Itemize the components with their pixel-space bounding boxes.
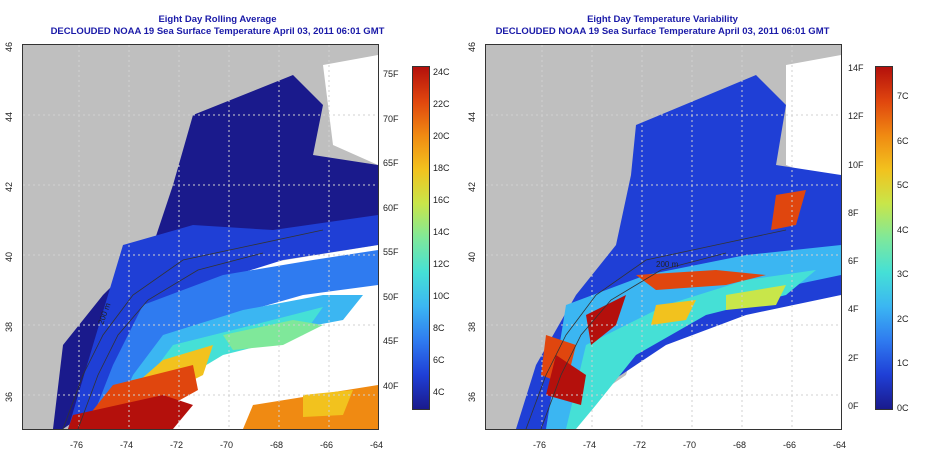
left-colorbar-f-label: 55F <box>383 247 399 258</box>
right-title-line2: DECLOUDED NOAA 19 Sea Surface Temperatur… <box>495 26 830 37</box>
y-tick-label: 38 <box>467 321 478 333</box>
left-colorbar-c-label: 16C <box>433 195 450 205</box>
left-colorbar-c-label: 24C <box>433 67 450 77</box>
x-tick-label: -74 <box>583 440 597 450</box>
left-colorbar-f-label: 60F <box>383 202 399 213</box>
right-colorbar-c-label: 1C <box>897 358 909 369</box>
right-colorbar-f-label: 4F <box>848 304 859 315</box>
right-colorbar-c-label: 4C <box>897 224 909 235</box>
y-tick-label: 42 <box>467 181 478 193</box>
sst-variability-map: 200 m <box>485 44 842 430</box>
left-colorbar-c-label: 4C <box>433 387 445 397</box>
y-tick-label: 42 <box>4 181 15 193</box>
x-tick-label: -74 <box>120 440 134 450</box>
y-tick-label: 38 <box>4 321 15 333</box>
left-colorbar-c-label: 8C <box>433 323 445 333</box>
right-colorbar-f-label: 2F <box>848 352 859 363</box>
x-tick-label: -64 <box>833 440 847 450</box>
left-colorbar-c-label: 20C <box>433 131 450 141</box>
left-colorbar-f-label: 45F <box>383 336 399 347</box>
y-tick-label: 44 <box>467 111 478 123</box>
left-colorbar-c-label: 6C <box>433 355 445 365</box>
x-tick-label: -70 <box>220 440 234 450</box>
right-colorbar-f-label: 8F <box>848 207 859 218</box>
right-colorbar-f-label: 12F <box>848 111 864 122</box>
left-colorbar-c-label: 10C <box>433 291 450 301</box>
right-colorbar-f-label: 10F <box>848 159 864 170</box>
y-tick-label: 36 <box>467 391 478 403</box>
right-colorbar-f-label: 6F <box>848 256 859 267</box>
left-colorbar-f-label: 70F <box>383 113 399 124</box>
x-tick-label: -76 <box>70 440 84 450</box>
left-colorbar-f-label: 40F <box>383 381 399 391</box>
left-colorbar-f-label: 65F <box>383 158 399 169</box>
y-tick-label: 44 <box>4 111 15 123</box>
right-title-line1: Eight Day Temperature Variability <box>587 14 738 25</box>
x-tick-label: -68 <box>270 440 284 450</box>
left-colorbar-f-label: 50F <box>383 291 399 302</box>
x-tick-label: -76 <box>533 440 547 450</box>
left-colorbar <box>412 66 430 410</box>
left-title-line2: DECLOUDED NOAA 19 Sea Surface Temperatur… <box>50 26 385 37</box>
x-tick-label: -66 <box>783 440 797 450</box>
left-title-line1: Eight Day Rolling Average <box>158 14 277 25</box>
left-colorbar-f-label: 75F <box>383 69 399 79</box>
right-colorbar <box>875 66 893 410</box>
x-tick-label: -72 <box>170 440 184 450</box>
x-tick-label: -68 <box>733 440 747 450</box>
y-tick-label: 40 <box>4 251 15 263</box>
sst-average-map: 200 m <box>22 44 379 430</box>
right-colorbar-f-label: 14F <box>848 63 864 73</box>
x-tick-label: -72 <box>633 440 647 450</box>
x-tick-label: -64 <box>370 440 384 450</box>
y-tick-label: 40 <box>467 251 478 263</box>
right-colorbar-c-label: 3C <box>897 269 909 280</box>
right-colorbar-c-label: 0C <box>897 403 909 413</box>
y-tick-label: 46 <box>4 41 15 53</box>
right-colorbar-f-label: 0F <box>848 401 859 411</box>
right-colorbar-c-label: 7C <box>897 91 909 101</box>
right-colorbar-c-label: 2C <box>897 313 909 324</box>
left-colorbar-c-label: 22C <box>433 99 450 109</box>
right-colorbar-c-label: 5C <box>897 180 909 191</box>
right-colorbar-c-label: 6C <box>897 135 909 146</box>
contour-label-right: 200 m <box>656 260 679 269</box>
left-colorbar-c-label: 14C <box>433 227 450 237</box>
y-tick-label: 46 <box>467 41 478 53</box>
left-colorbar-c-label: 12C <box>433 259 450 269</box>
left-colorbar-c-label: 18C <box>433 163 450 173</box>
x-tick-label: -66 <box>320 440 334 450</box>
y-tick-label: 36 <box>4 391 15 403</box>
x-tick-label: -70 <box>683 440 697 450</box>
